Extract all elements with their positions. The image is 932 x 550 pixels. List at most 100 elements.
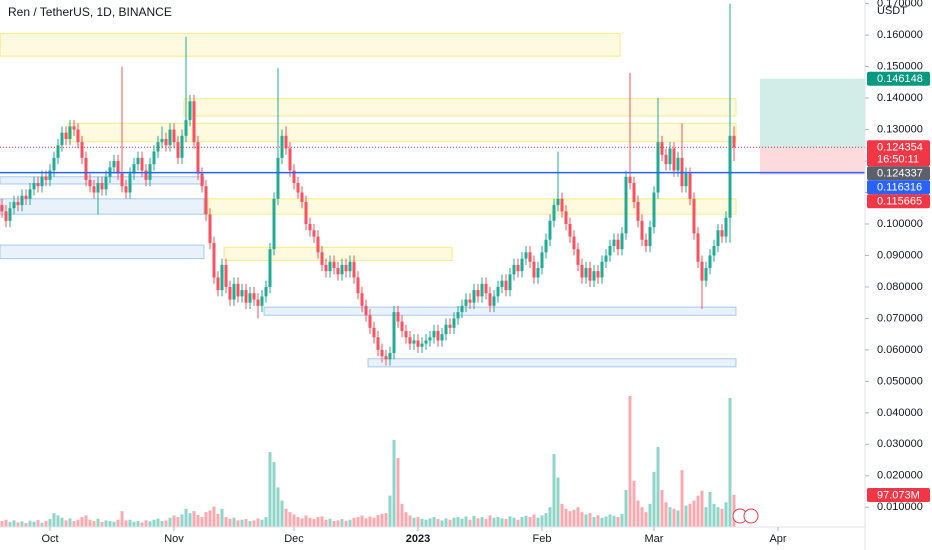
candle-body: [608, 246, 612, 256]
volume-bar: [680, 470, 684, 527]
candle-body: [8, 208, 12, 221]
candle-body: [288, 148, 292, 171]
volume-bar: [208, 510, 212, 527]
candle-body: [444, 324, 448, 335]
candle-body: [160, 138, 164, 143]
candle-body: [204, 186, 208, 215]
volume-bar: [352, 517, 356, 527]
volume-bar: [196, 515, 200, 527]
candle-body: [36, 183, 40, 187]
volume-bar: [656, 447, 660, 527]
candle-body: [0, 205, 4, 212]
volume-bar: [372, 517, 376, 527]
volume-bar: [356, 517, 360, 527]
volume-bar: [688, 503, 692, 527]
candle-body: [4, 211, 8, 221]
volume-bar: [16, 522, 20, 527]
volume-bar: [64, 520, 68, 527]
volume-bar: [296, 517, 300, 527]
candle-body: [460, 305, 464, 313]
volume-bar: [480, 517, 484, 527]
candle-body: [352, 261, 356, 278]
volume-bar: [156, 518, 160, 527]
volume-bar: [184, 508, 188, 527]
zone: [223, 246, 453, 261]
volume-bar: [328, 518, 332, 527]
volume-bar: [216, 513, 220, 527]
volume-bar: [668, 507, 672, 527]
volume-bar: [560, 503, 564, 527]
volume-bar: [408, 515, 412, 527]
candle-body: [692, 198, 696, 234]
volume-bar: [536, 517, 540, 527]
volume-bar: [456, 517, 460, 527]
volume-bar: [388, 495, 392, 527]
price-tag: [867, 166, 930, 181]
volume-bar: [300, 518, 304, 527]
chart-title: Ren / TetherUS, 1D, BINANCE: [8, 5, 172, 19]
candle-body: [64, 132, 68, 139]
candle-body: [156, 142, 160, 152]
volume-bar: [472, 515, 476, 527]
volume-bar: [712, 503, 716, 527]
volume-bar: [440, 520, 444, 527]
candle-body: [612, 239, 616, 247]
zone: [0, 244, 205, 260]
candle-body: [200, 173, 204, 187]
volume-bar: [572, 509, 576, 527]
volume-bar: [672, 508, 676, 527]
volume-bar: [348, 519, 352, 527]
candle-body: [396, 312, 400, 322]
candle-body: [40, 176, 44, 187]
volume-bar: [416, 517, 420, 527]
candle-body: [624, 176, 628, 234]
candle-body: [56, 145, 60, 158]
candle-body: [688, 173, 692, 199]
candle-body: [448, 324, 452, 328]
zone: [263, 306, 737, 316]
candle-body: [244, 290, 248, 303]
volume-bar: [340, 519, 344, 527]
candle-body: [596, 271, 600, 278]
volume-bar: [224, 517, 228, 527]
volume-bar: [700, 490, 704, 527]
flag-icon[interactable]: [743, 508, 759, 524]
volume-bar: [444, 518, 448, 527]
candle-body: [712, 246, 716, 256]
volume-bar: [660, 490, 664, 527]
candle-body: [84, 157, 88, 180]
candle-body: [384, 356, 388, 360]
candle-body: [340, 264, 344, 275]
flag-icons[interactable]: [732, 508, 759, 524]
candle-body: [424, 340, 428, 344]
candle-body: [96, 183, 100, 193]
x-tick-label: Apr: [769, 533, 786, 545]
candle-body: [564, 211, 568, 224]
volume-bar: [220, 508, 224, 527]
volume-bar: [716, 507, 720, 527]
candle-body: [16, 201, 20, 206]
candle-body: [264, 286, 268, 297]
candle-body: [368, 315, 372, 328]
candle-body: [324, 264, 328, 272]
candle-body: [248, 293, 252, 303]
volume-tag-label: 97.073M: [877, 489, 920, 501]
price-tag: [867, 71, 930, 86]
candle-body: [520, 258, 524, 272]
candle-body: [236, 283, 240, 297]
candle-body: [676, 157, 680, 171]
candle-body: [556, 198, 560, 206]
position-stop: [760, 147, 865, 175]
volume-tag: [867, 487, 930, 502]
volume-bar: [704, 507, 708, 527]
x-tick-label: Oct: [41, 533, 58, 545]
candle-body: [592, 271, 596, 281]
candle-body: [332, 261, 336, 269]
volume-bar: [580, 512, 584, 527]
candle-body: [588, 268, 592, 281]
volume-bar: [312, 519, 316, 527]
candle-body: [584, 268, 588, 278]
candle-body: [720, 230, 724, 237]
candle-body: [660, 142, 664, 155]
volume-bar: [644, 512, 648, 527]
